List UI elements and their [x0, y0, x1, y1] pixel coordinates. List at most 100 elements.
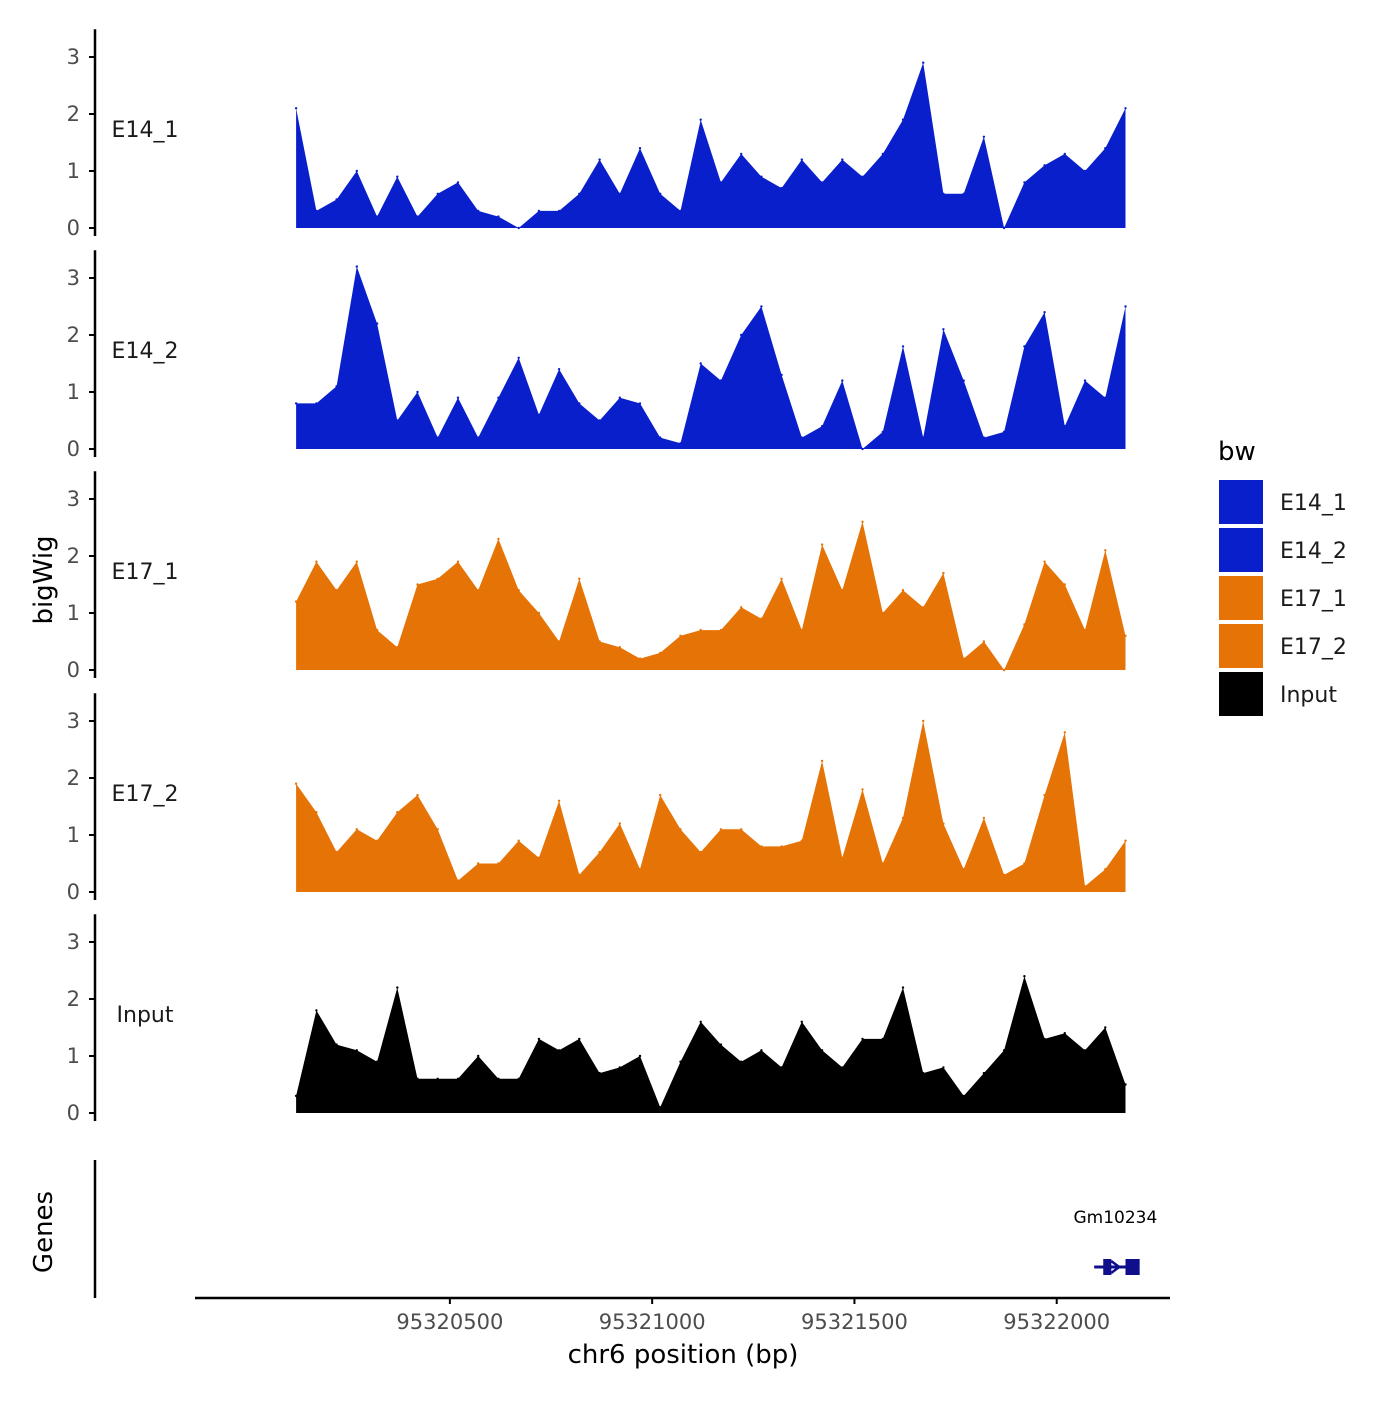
legend-swatch	[1219, 480, 1263, 524]
data-point	[355, 560, 358, 563]
data-point	[1002, 226, 1006, 230]
data-point	[477, 589, 480, 592]
data-point	[598, 1071, 601, 1075]
data-point	[780, 845, 783, 848]
data-point	[517, 226, 520, 230]
data-point	[780, 373, 783, 377]
data-point	[436, 436, 439, 439]
y-tick-label: 0	[67, 658, 80, 682]
data-point	[1043, 164, 1046, 167]
data-point	[942, 571, 945, 575]
data-point	[800, 839, 803, 842]
data-point	[416, 793, 419, 797]
track-label: E17_2	[112, 782, 179, 807]
data-point	[901, 986, 905, 989]
data-point	[659, 1106, 662, 1109]
y-tick-label: 1	[67, 823, 80, 847]
data-point	[294, 600, 298, 603]
data-point	[456, 560, 460, 563]
data-point	[598, 640, 601, 643]
data-point	[942, 192, 945, 195]
data-point	[1083, 885, 1087, 888]
legend-swatch	[1219, 576, 1263, 620]
data-point	[1124, 305, 1127, 308]
x-tick-label: 95320500	[396, 1310, 503, 1334]
data-point	[497, 537, 500, 541]
data-point	[962, 868, 965, 871]
data-point	[638, 147, 642, 150]
data-point	[396, 419, 399, 422]
data-point	[1043, 793, 1046, 797]
data-point	[618, 646, 621, 649]
data-point	[901, 118, 905, 121]
y-tick-label: 3	[67, 45, 80, 69]
data-point	[294, 782, 298, 785]
y-axis-title: bigWig	[29, 535, 59, 624]
data-point	[537, 209, 541, 213]
y-tick-label: 2	[67, 102, 80, 126]
data-point	[881, 862, 884, 865]
data-point	[355, 1049, 358, 1052]
data-point	[456, 1077, 460, 1081]
data-point	[679, 209, 682, 213]
data-point	[456, 181, 460, 184]
data-point	[416, 215, 419, 218]
data-point	[800, 628, 803, 632]
data-point	[1124, 1083, 1127, 1086]
data-point	[1063, 1032, 1067, 1035]
y-tick-label: 0	[67, 437, 80, 461]
data-point	[1124, 839, 1127, 842]
data-point	[335, 198, 338, 201]
data-point	[780, 577, 783, 580]
data-point	[861, 175, 864, 178]
data-point	[638, 1054, 642, 1058]
data-point	[679, 634, 682, 637]
data-point	[456, 879, 460, 882]
data-point	[1083, 379, 1087, 382]
data-point	[922, 719, 925, 723]
data-point	[740, 333, 743, 337]
data-point	[578, 577, 581, 580]
data-point	[294, 1094, 298, 1098]
data-point	[315, 560, 318, 563]
data-point	[760, 305, 763, 308]
data-point	[881, 152, 884, 156]
data-point	[740, 828, 743, 831]
genes-axis-title: Genes	[29, 1191, 59, 1273]
data-point	[780, 1066, 783, 1069]
data-point	[740, 606, 743, 609]
data-point	[335, 385, 338, 388]
y-tick-label: 2	[67, 544, 80, 568]
strand-arrow-icon	[1110, 1260, 1122, 1274]
data-point	[942, 1066, 945, 1069]
data-point	[517, 356, 520, 359]
data-point	[1002, 873, 1006, 877]
data-point	[517, 839, 520, 842]
legend: bw E14_1 E14_2 E17_1 E17_2 Input	[1218, 437, 1347, 716]
data-point	[942, 822, 945, 825]
data-point	[942, 328, 945, 331]
legend-label: E14_2	[1280, 539, 1347, 564]
data-point	[659, 192, 662, 195]
data-point	[497, 1077, 500, 1081]
data-point	[618, 192, 621, 195]
data-point	[922, 606, 925, 609]
data-point	[962, 192, 965, 195]
data-point	[1063, 425, 1067, 428]
data-point	[861, 1037, 864, 1041]
y-tick-label: 0	[67, 880, 80, 904]
data-point	[861, 788, 864, 791]
y-tick-label: 2	[67, 766, 80, 790]
data-point	[1023, 862, 1026, 865]
area-E17_1	[296, 521, 1126, 670]
data-point	[517, 589, 520, 592]
data-point	[598, 850, 601, 854]
legend-label: E17_2	[1280, 635, 1347, 660]
data-point	[881, 430, 884, 434]
data-point	[456, 396, 460, 399]
data-point	[1104, 868, 1107, 871]
data-point	[1023, 345, 1026, 348]
data-point	[922, 1071, 925, 1075]
data-point	[1124, 107, 1127, 110]
